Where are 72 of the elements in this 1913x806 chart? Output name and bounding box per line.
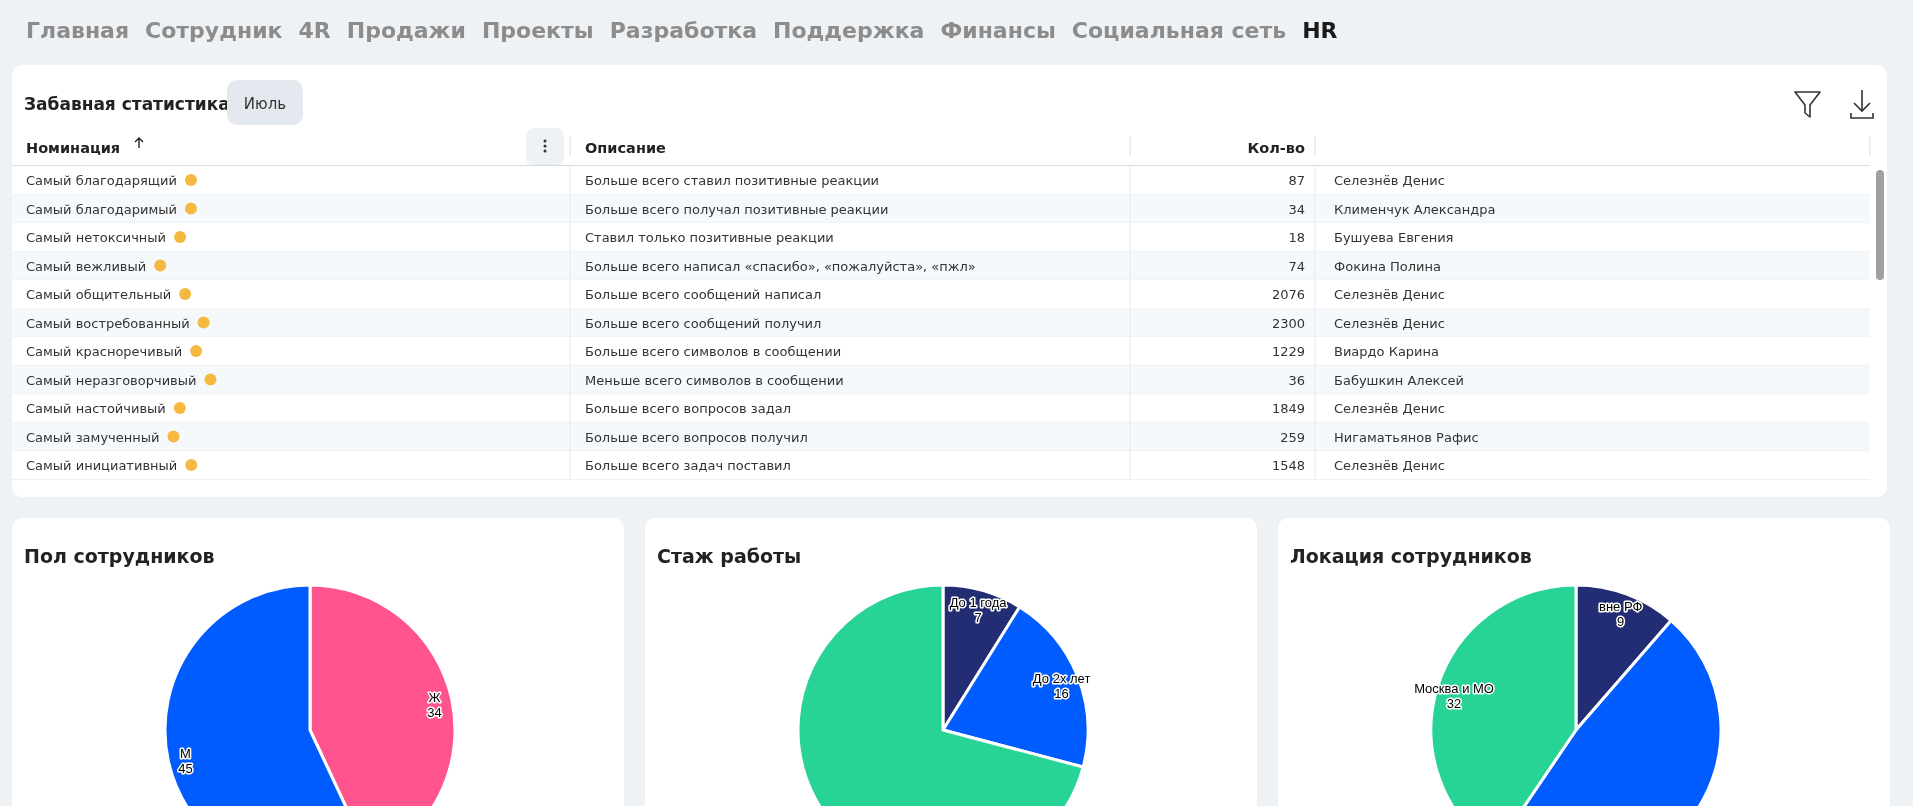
text: HR [1302, 18, 1338, 43]
chart-title: Локация сотрудников [1290, 545, 1532, 567]
category-label: Самый неразговорчивый [26, 372, 197, 388]
text: Селезнёв Денис [1334, 173, 1445, 188]
text: Описание [585, 140, 667, 156]
chart-title: Пол сотрудников [24, 545, 215, 567]
data-label: 74 [1288, 258, 1305, 274]
text: Проекты [481, 18, 594, 43]
data-label: 1229 [1271, 344, 1305, 359]
category-label: Самый благодарящий [26, 173, 177, 188]
text: Сотрудник [145, 18, 283, 43]
slice-label: Ж [428, 690, 441, 706]
text: Больше всего вопросов задал [585, 401, 791, 416]
text: Бабушкин Алексей [1334, 372, 1465, 388]
text: Меньше всего символов в сообщении [585, 372, 844, 388]
chart-title: Стаж работы [657, 545, 802, 567]
data-label: 34 [427, 705, 442, 721]
text: Ставил только позитивные реакции [585, 230, 834, 245]
data-label: 34 [1288, 201, 1305, 217]
text: Продажи [346, 18, 466, 43]
data-label: 9 [1617, 613, 1625, 629]
text: Селезнёв Денис [1334, 287, 1445, 302]
slice-label: вне РФ [1599, 598, 1643, 614]
text: Забавная статистика [24, 94, 230, 114]
text: Разработка [609, 18, 758, 43]
data-label: 1849 [1271, 401, 1305, 416]
data-label: 45 [178, 760, 193, 776]
category-label: Самый настойчивый [26, 401, 166, 416]
text: Кол-во [1247, 140, 1306, 156]
data-label: 259 [1280, 429, 1305, 445]
data-label: 18 [1288, 230, 1305, 245]
text: Селезнёв Денис [1334, 315, 1445, 331]
text: Больше всего сообщений получил [585, 315, 822, 331]
text: Больше всего символов в сообщении [585, 344, 842, 359]
data-label: 36 [1288, 372, 1305, 388]
text: Социальная сеть [1071, 18, 1287, 43]
text: 4R [298, 18, 331, 43]
data-label: 2076 [1271, 287, 1305, 302]
text: Больше всего задач поставил [585, 458, 791, 473]
text: Селезнёв Денис [1334, 458, 1445, 473]
category-label: Самый инициативный [26, 458, 178, 473]
category-label: Самый общительный [26, 287, 172, 302]
text: Больше всего получал позитивные реакции [585, 201, 889, 217]
text: Нигаматьянов Рафис [1334, 429, 1479, 445]
text: Финансы [940, 18, 1056, 43]
text: Фокина Полина [1334, 258, 1441, 274]
text: Бушуева Евгения [1334, 230, 1454, 245]
category-label: Самый замученный [26, 429, 160, 445]
text: Июль [243, 95, 287, 113]
category-label: Самый востребованный [26, 315, 190, 331]
text: Больше всего вопросов получил [585, 429, 808, 445]
category-label: Самый красноречивый [26, 344, 183, 359]
text: Виардо Карина [1334, 344, 1440, 359]
text: Клименчук Александра [1334, 201, 1496, 217]
category-label: Самый нетоксичный [26, 230, 167, 245]
data-label: 7 [974, 610, 982, 626]
text: Номинация [26, 140, 121, 156]
data-label: 32 [1446, 695, 1462, 711]
text: Главная [26, 18, 130, 43]
data-label: 1548 [1271, 458, 1305, 473]
text: Селезнёв Денис [1334, 401, 1445, 416]
text: Поддержка [773, 18, 925, 43]
slice-label: До 1 года [949, 595, 1008, 611]
text: Больше всего написал «спасибо», «пожалуйста», «пжл» [585, 258, 976, 274]
text: Больше всего сообщений написал [585, 287, 822, 302]
data-label: 2300 [1271, 315, 1305, 331]
data-label: 16 [1054, 685, 1069, 701]
category-label: Самый вежливый [26, 258, 147, 274]
category-label: Самый благодаримый [26, 201, 177, 217]
text: Больше всего ставил позитивные реакции [585, 173, 880, 188]
data-label: 87 [1288, 173, 1305, 188]
slice-label: М [180, 745, 191, 761]
